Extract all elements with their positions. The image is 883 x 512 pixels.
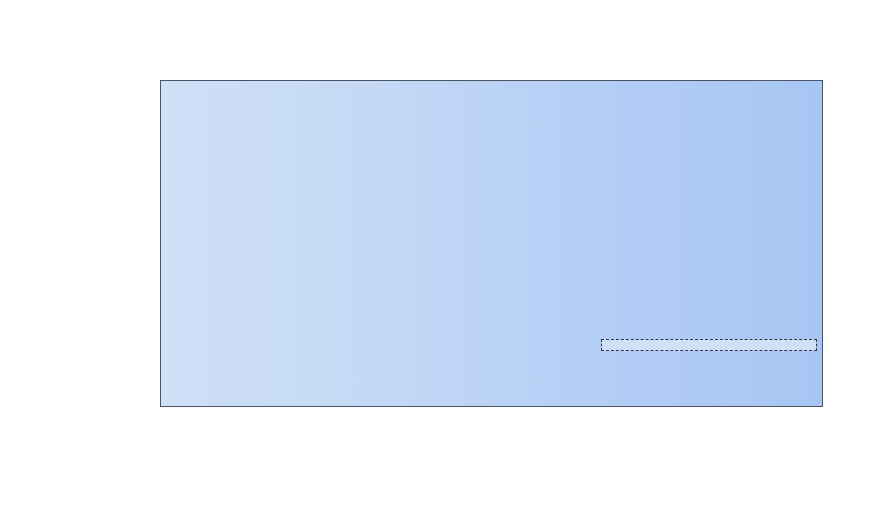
y-axis bbox=[0, 80, 160, 407]
legend bbox=[601, 339, 817, 351]
x-axis bbox=[160, 407, 823, 447]
plot-area bbox=[160, 80, 823, 407]
